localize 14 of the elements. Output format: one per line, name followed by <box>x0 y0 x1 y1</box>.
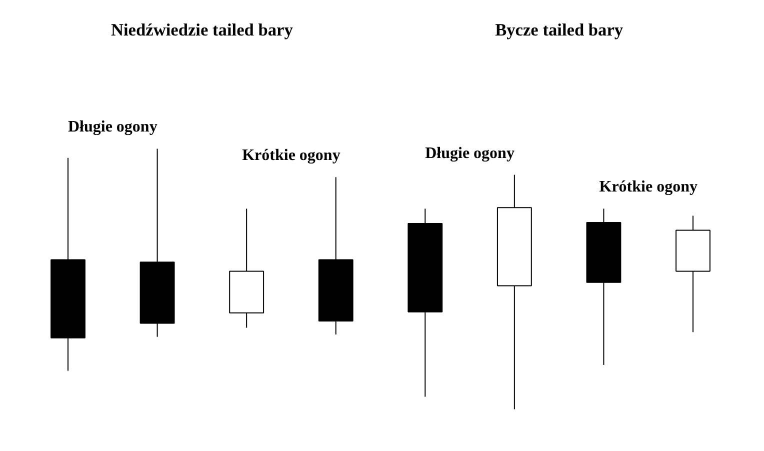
annotation: Długie ogony <box>425 144 514 162</box>
candlestick <box>408 208 443 398</box>
candlestick <box>586 208 622 366</box>
text: Bycze tailed bary <box>495 20 624 40</box>
candlestick <box>229 208 264 328</box>
text: Długie ogony <box>68 118 158 136</box>
candlestick <box>140 148 175 338</box>
candlestick <box>676 215 710 333</box>
candlestick <box>496 174 532 410</box>
candlestick <box>318 176 354 335</box>
annotation: Krótkie ogony <box>242 147 340 164</box>
annotation: Krótkie ogony <box>599 178 698 196</box>
candlestick <box>50 157 86 372</box>
text: Niedźwiedzie tailed bary <box>110 20 294 40</box>
